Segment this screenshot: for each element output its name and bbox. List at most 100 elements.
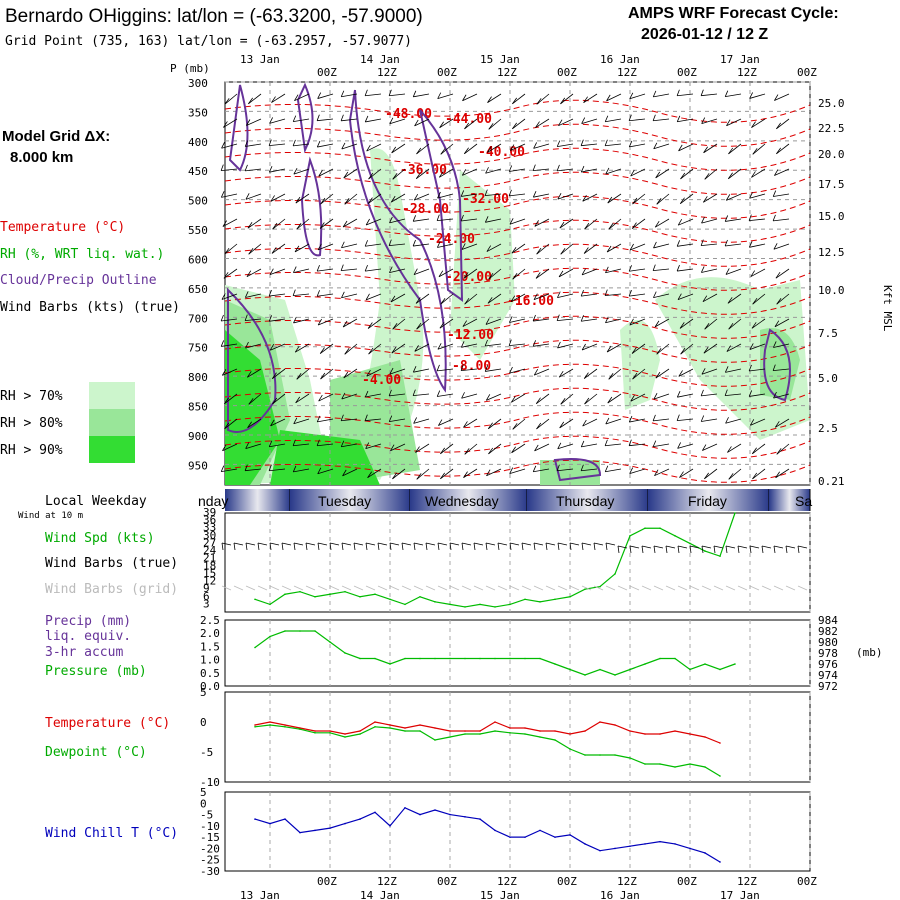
surface-wind-barb-flag	[233, 542, 236, 551]
wind-barb	[389, 418, 406, 423]
wind-barb	[654, 318, 670, 328]
wind-barb	[222, 368, 238, 376]
wind-barb-flag	[559, 221, 565, 229]
surface-wind-barb-flag	[365, 542, 368, 551]
wind-barb-flag	[534, 444, 539, 452]
rh-legend-label: RH > 70%	[0, 389, 63, 404]
wind-barb-flag	[296, 223, 302, 230]
pressure-tick: 976	[818, 658, 838, 671]
cloud-outline	[553, 458, 602, 482]
wind-barb	[318, 168, 334, 177]
wind-barb-flag	[392, 173, 398, 180]
wind-barb-flag	[775, 471, 780, 478]
wind-barb-flag	[728, 172, 733, 180]
date-label: 15 Jan	[480, 53, 520, 66]
cycle-title: AMPS WRF Forecast Cycle:	[628, 5, 839, 22]
wind-barb	[726, 118, 742, 127]
wind-barb	[462, 93, 478, 102]
weekday-label: nday	[198, 493, 228, 509]
grid-wind-barb	[689, 585, 700, 591]
wind-barb	[485, 218, 502, 223]
wind-barb	[776, 143, 790, 155]
wind-barb	[248, 243, 262, 255]
pressure-tick-label: 550	[188, 224, 208, 237]
wind-barb-flag	[319, 222, 325, 229]
wind-barb	[536, 243, 550, 255]
wind-barb-flag	[437, 191, 441, 199]
surface-wind-barb	[641, 545, 652, 549]
wind-barb	[318, 393, 334, 402]
surface-wind-barb-flag	[737, 545, 740, 554]
wind-barb-flag	[628, 114, 632, 121]
surface-wind-barb	[329, 542, 340, 546]
wind-barb-flag	[412, 366, 417, 373]
wind-barb	[653, 293, 670, 299]
temperature-point	[494, 730, 496, 732]
wind-barb	[464, 443, 478, 455]
wind-barb-flag	[439, 121, 444, 128]
wind-barb	[655, 218, 670, 228]
wind-barb-flag	[388, 389, 392, 396]
wind-barb	[581, 168, 598, 173]
surface-wind-barb-flag	[449, 542, 452, 551]
height-tick-label: 2.5	[818, 422, 838, 435]
surface-wind-barb-flag	[593, 542, 596, 551]
temperature-point	[629, 730, 631, 732]
windchill-point	[419, 813, 421, 816]
wind-barb-flag	[724, 366, 729, 373]
wind-barb	[584, 218, 598, 230]
wind-barb-flag	[293, 316, 297, 324]
wind-barb-flag	[558, 270, 564, 278]
wind-barb-flag	[464, 448, 470, 455]
wind-barb-flag	[220, 340, 225, 347]
wind-barb	[582, 193, 598, 202]
wind-barb	[775, 268, 790, 279]
surface-wind-barb-flag	[281, 542, 284, 551]
wind-barb-flag	[536, 422, 542, 430]
wind-barb	[509, 218, 526, 225]
wind-barb-flag	[293, 266, 297, 273]
wind-barb-flag	[341, 241, 345, 248]
wind-barb	[677, 268, 694, 272]
wind-speed-point	[539, 601, 541, 603]
wind-barb-flag	[342, 320, 348, 328]
wind-barb	[463, 268, 478, 279]
wind-barb-flag	[220, 314, 224, 322]
wind-barb	[557, 343, 574, 349]
wind-barb-flag	[774, 94, 779, 101]
wind-barb	[629, 418, 646, 423]
weekday-label: Thursday	[556, 493, 614, 509]
bottom-time-tick: 12Z	[737, 875, 757, 888]
wind-barb-flag	[344, 198, 350, 205]
wind-barb	[605, 143, 622, 147]
wind-barb	[245, 293, 262, 298]
height-tick-label: 12.5	[818, 246, 845, 259]
wind-barb-flag	[752, 447, 757, 454]
grid-wind-barb	[449, 585, 460, 591]
bottom-time-tick: 00Z	[797, 875, 817, 888]
wind-barb-flag	[221, 293, 226, 300]
wind-barb-flag	[751, 171, 756, 178]
wind-barb-flag	[700, 415, 705, 422]
wind-barb-flag	[340, 90, 345, 97]
pressure-point	[464, 657, 466, 660]
wind-barb-flag	[724, 215, 729, 222]
surface-wind-barb-flag	[485, 542, 488, 551]
model-grid-label: Model Grid ΔX:	[2, 128, 110, 145]
wind-barb	[463, 468, 478, 478]
wind-barb-flag	[268, 464, 272, 471]
wind-barb-flag	[604, 139, 608, 146]
wind-barb-flag	[509, 218, 514, 225]
surface-wind-barb-flag	[389, 542, 392, 551]
grid-wind-barb	[425, 585, 436, 591]
wind-barb-flag	[221, 369, 227, 376]
wind-barb-flag	[316, 415, 321, 423]
surface-wind-barb	[413, 542, 424, 546]
temperature-series	[254, 721, 721, 744]
wind-barb	[437, 343, 454, 350]
windchill-point	[674, 843, 676, 845]
wind-barb	[486, 468, 502, 477]
wind-speed-point	[659, 527, 661, 530]
wind-barb-flag	[557, 442, 562, 449]
wind-barb	[510, 143, 526, 151]
